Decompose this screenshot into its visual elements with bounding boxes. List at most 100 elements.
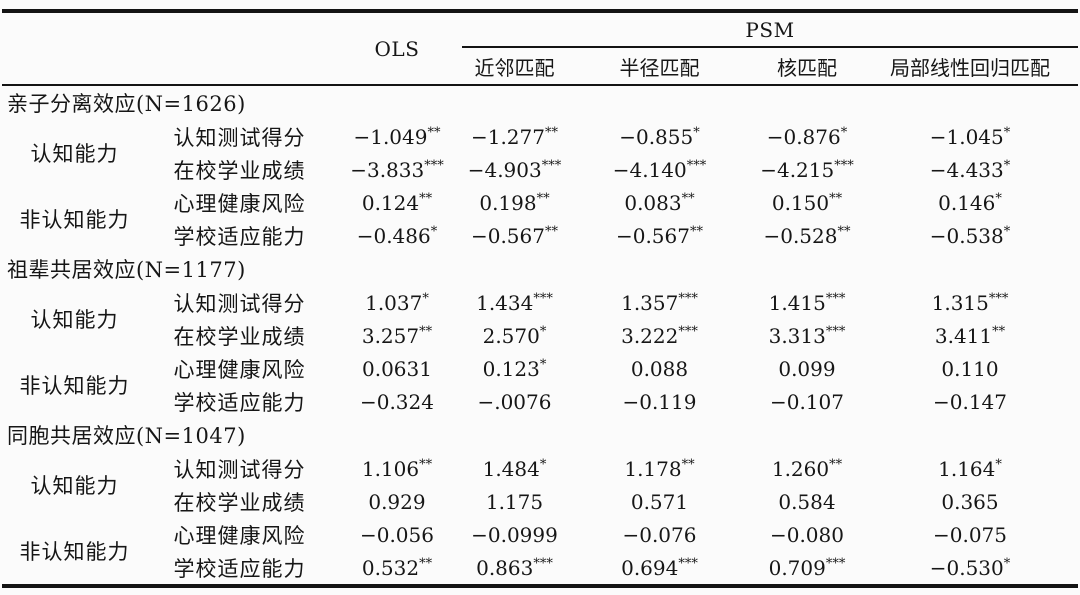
- value-cell: 0.929: [332, 485, 462, 518]
- coefficient-value: −4.903: [467, 157, 542, 182]
- coefficient-value: −1.049: [353, 124, 428, 149]
- significance-stars: *: [840, 124, 848, 140]
- coefficient-value: 3.313: [768, 323, 826, 348]
- coefficient-value: −0.567: [615, 223, 690, 248]
- results-table: OLS PSM 近邻匹配 半径匹配 核匹配 局部线性回归匹配 亲子分离效应(N=162…: [1, 9, 1078, 588]
- significance-stars: **: [419, 555, 433, 571]
- value-cell: −4.215***: [752, 153, 862, 186]
- coefficient-value: −0.119: [622, 389, 697, 414]
- significance-stars: **: [419, 456, 433, 472]
- coefficient-value: 0.198: [479, 190, 537, 215]
- value-cell: −1.277**: [462, 120, 567, 153]
- coefficient-value: −0.075: [932, 522, 1007, 547]
- significance-stars: ***: [678, 323, 698, 339]
- significance-stars: **: [544, 124, 558, 140]
- value-cell: −0.567**: [462, 219, 567, 252]
- significance-stars: *: [693, 124, 700, 140]
- value-cell: 1.164*: [862, 452, 1078, 485]
- coefficient-value: 0.532: [361, 555, 420, 580]
- significance-stars: *: [1003, 124, 1011, 140]
- outcome-label: 在校学业成绩: [173, 158, 306, 183]
- value-cell: 0.0631: [332, 352, 462, 385]
- coefficient-value: −0.538: [929, 223, 1004, 248]
- significance-stars: *: [1003, 223, 1011, 239]
- value-cell: 1.415***: [752, 286, 862, 319]
- coefficient-value: −0.876: [766, 124, 841, 149]
- table-header: OLS PSM 近邻匹配 半径匹配 核匹配 局部线性回归匹配: [1, 11, 1078, 86]
- col-header-psm-1: 近邻匹配: [461, 47, 567, 86]
- value-cell: 0.123*: [462, 352, 567, 385]
- coefficient-value: 1.037: [365, 290, 423, 315]
- group-label: 认知能力: [30, 308, 119, 332]
- coefficient-value: 0.150: [771, 190, 830, 215]
- significance-stars: *: [539, 456, 547, 472]
- significance-stars: *: [539, 323, 547, 339]
- value-cell: −0.567**: [567, 219, 752, 252]
- coefficient-value: 3.222: [621, 323, 679, 348]
- coefficient-value: −0.0999: [471, 522, 558, 547]
- coefficient-value: 0.146: [938, 190, 996, 215]
- significance-stars: *: [422, 290, 429, 306]
- value-cell: 0.571: [567, 485, 752, 518]
- coefficient-value: −.0076: [477, 389, 552, 414]
- significance-stars: ***: [424, 157, 444, 173]
- col-header-psm-2: 半径匹配: [566, 47, 752, 86]
- significance-stars: *: [539, 356, 547, 372]
- value-cell: −0.530*: [862, 551, 1078, 586]
- significance-stars: **: [689, 223, 703, 239]
- coefficient-value: 1.484: [482, 456, 540, 481]
- coefficient-value: 1.178: [624, 456, 682, 481]
- coefficient-value: 0.099: [778, 356, 836, 381]
- table-body: 亲子分离效应(N=1626) 认知能力 认知测试得分 −1.049** −1.277**…: [2, 85, 1078, 586]
- significance-stars: **: [992, 323, 1006, 339]
- significance-stars: ***: [678, 290, 698, 306]
- significance-stars: **: [544, 223, 558, 239]
- value-cell: −4.903***: [462, 153, 567, 186]
- outcome-label: 学校适应能力: [173, 556, 306, 581]
- coefficient-value: 0.929: [368, 489, 426, 514]
- col-header-psm-4: 局部线性回归匹配: [861, 47, 1078, 86]
- coefficient-value: −0.324: [359, 389, 434, 414]
- coefficient-value: −1.277: [470, 124, 545, 149]
- value-cell: 1.315***: [862, 286, 1078, 319]
- coefficient-value: −0.080: [769, 522, 844, 547]
- outcome-label: 认知测试得分: [173, 125, 306, 150]
- coefficient-value: 1.106: [361, 456, 420, 481]
- outcome-label: 认知测试得分: [173, 291, 306, 316]
- value-cell: 0.584: [752, 485, 862, 518]
- outcome-label: 认知测试得分: [173, 457, 306, 482]
- value-cell: 0.709***: [752, 551, 862, 586]
- col-header-psm-group: PSM: [461, 11, 1078, 48]
- coefficient-value: 1.315: [931, 290, 989, 315]
- value-cell: 0.146*: [862, 186, 1078, 219]
- value-cell: −0.119: [567, 385, 752, 418]
- col-header-psm-3: 核匹配: [751, 47, 862, 86]
- coefficient-value: −0.528: [763, 223, 838, 248]
- coefficient-value: −0.855: [619, 124, 694, 149]
- significance-stars: ***: [825, 555, 846, 571]
- significance-stars: **: [681, 190, 695, 206]
- coefficient-value: 0.123: [482, 356, 540, 381]
- value-cell: −0.076: [567, 518, 752, 551]
- outcome-label: 心理健康风险: [173, 523, 306, 548]
- value-cell: −0.324: [332, 385, 462, 418]
- coefficient-value: 1.434: [476, 290, 534, 315]
- significance-stars: *: [430, 223, 438, 239]
- value-cell: −3.833***: [332, 153, 462, 186]
- coefficient-value: −1.045: [929, 124, 1004, 149]
- value-cell: 0.150**: [752, 186, 862, 219]
- coefficient-value: 1.357: [621, 290, 679, 315]
- value-cell: 3.257**: [332, 319, 462, 352]
- significance-stars: **: [681, 456, 695, 472]
- value-cell: −0.056: [332, 518, 462, 551]
- value-cell: −0.538*: [862, 219, 1078, 252]
- coefficient-value: −3.833: [350, 157, 425, 182]
- coefficient-value: 0.083: [624, 190, 682, 215]
- value-cell: −1.049**: [332, 120, 462, 153]
- significance-stars: ***: [825, 323, 846, 339]
- outcome-label: 在校学业成绩: [173, 324, 306, 349]
- coefficient-value: 1.164: [938, 456, 996, 481]
- significance-stars: ***: [686, 157, 707, 173]
- section-title-3: 同胞共居效应(N=1047): [6, 424, 246, 448]
